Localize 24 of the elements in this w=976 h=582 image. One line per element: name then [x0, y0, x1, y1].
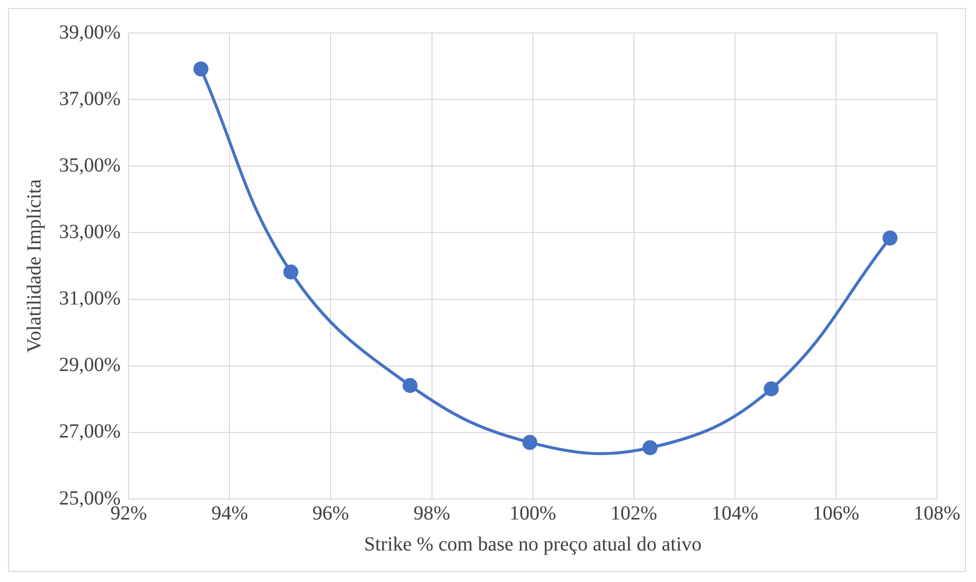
x-tick-label: 102%: [610, 502, 658, 524]
x-tick-label: 98%: [413, 502, 450, 524]
y-tick-label: 27,00%: [58, 420, 121, 443]
y-tick-label: 33,00%: [58, 220, 121, 243]
x-tick-label: 94%: [211, 502, 248, 524]
y-tick-label: 35,00%: [58, 154, 121, 176]
point: [642, 440, 658, 456]
y-tick-label: 37,00%: [58, 88, 121, 110]
x-axis-title: Strike % com base no preço atual do ativo: [364, 533, 702, 556]
point: [882, 230, 898, 246]
point: [193, 61, 208, 76]
point: [283, 264, 298, 280]
x-tick-label: 106%: [812, 502, 860, 524]
point: [402, 378, 418, 393]
y-axis-title: Volatilidade Implícita: [23, 179, 46, 353]
x-tick-label: 96%: [312, 502, 350, 524]
x-tick-label: 108%: [914, 502, 960, 524]
point: [764, 381, 779, 396]
y-tick-label: 39,00%: [58, 21, 121, 44]
x-tick-label: 104%: [712, 502, 758, 524]
point: [522, 434, 538, 450]
x-tick-label: 100%: [509, 502, 556, 524]
y-tick-label: 31,00%: [58, 288, 121, 310]
y-tick-label: 29,00%: [58, 354, 121, 376]
